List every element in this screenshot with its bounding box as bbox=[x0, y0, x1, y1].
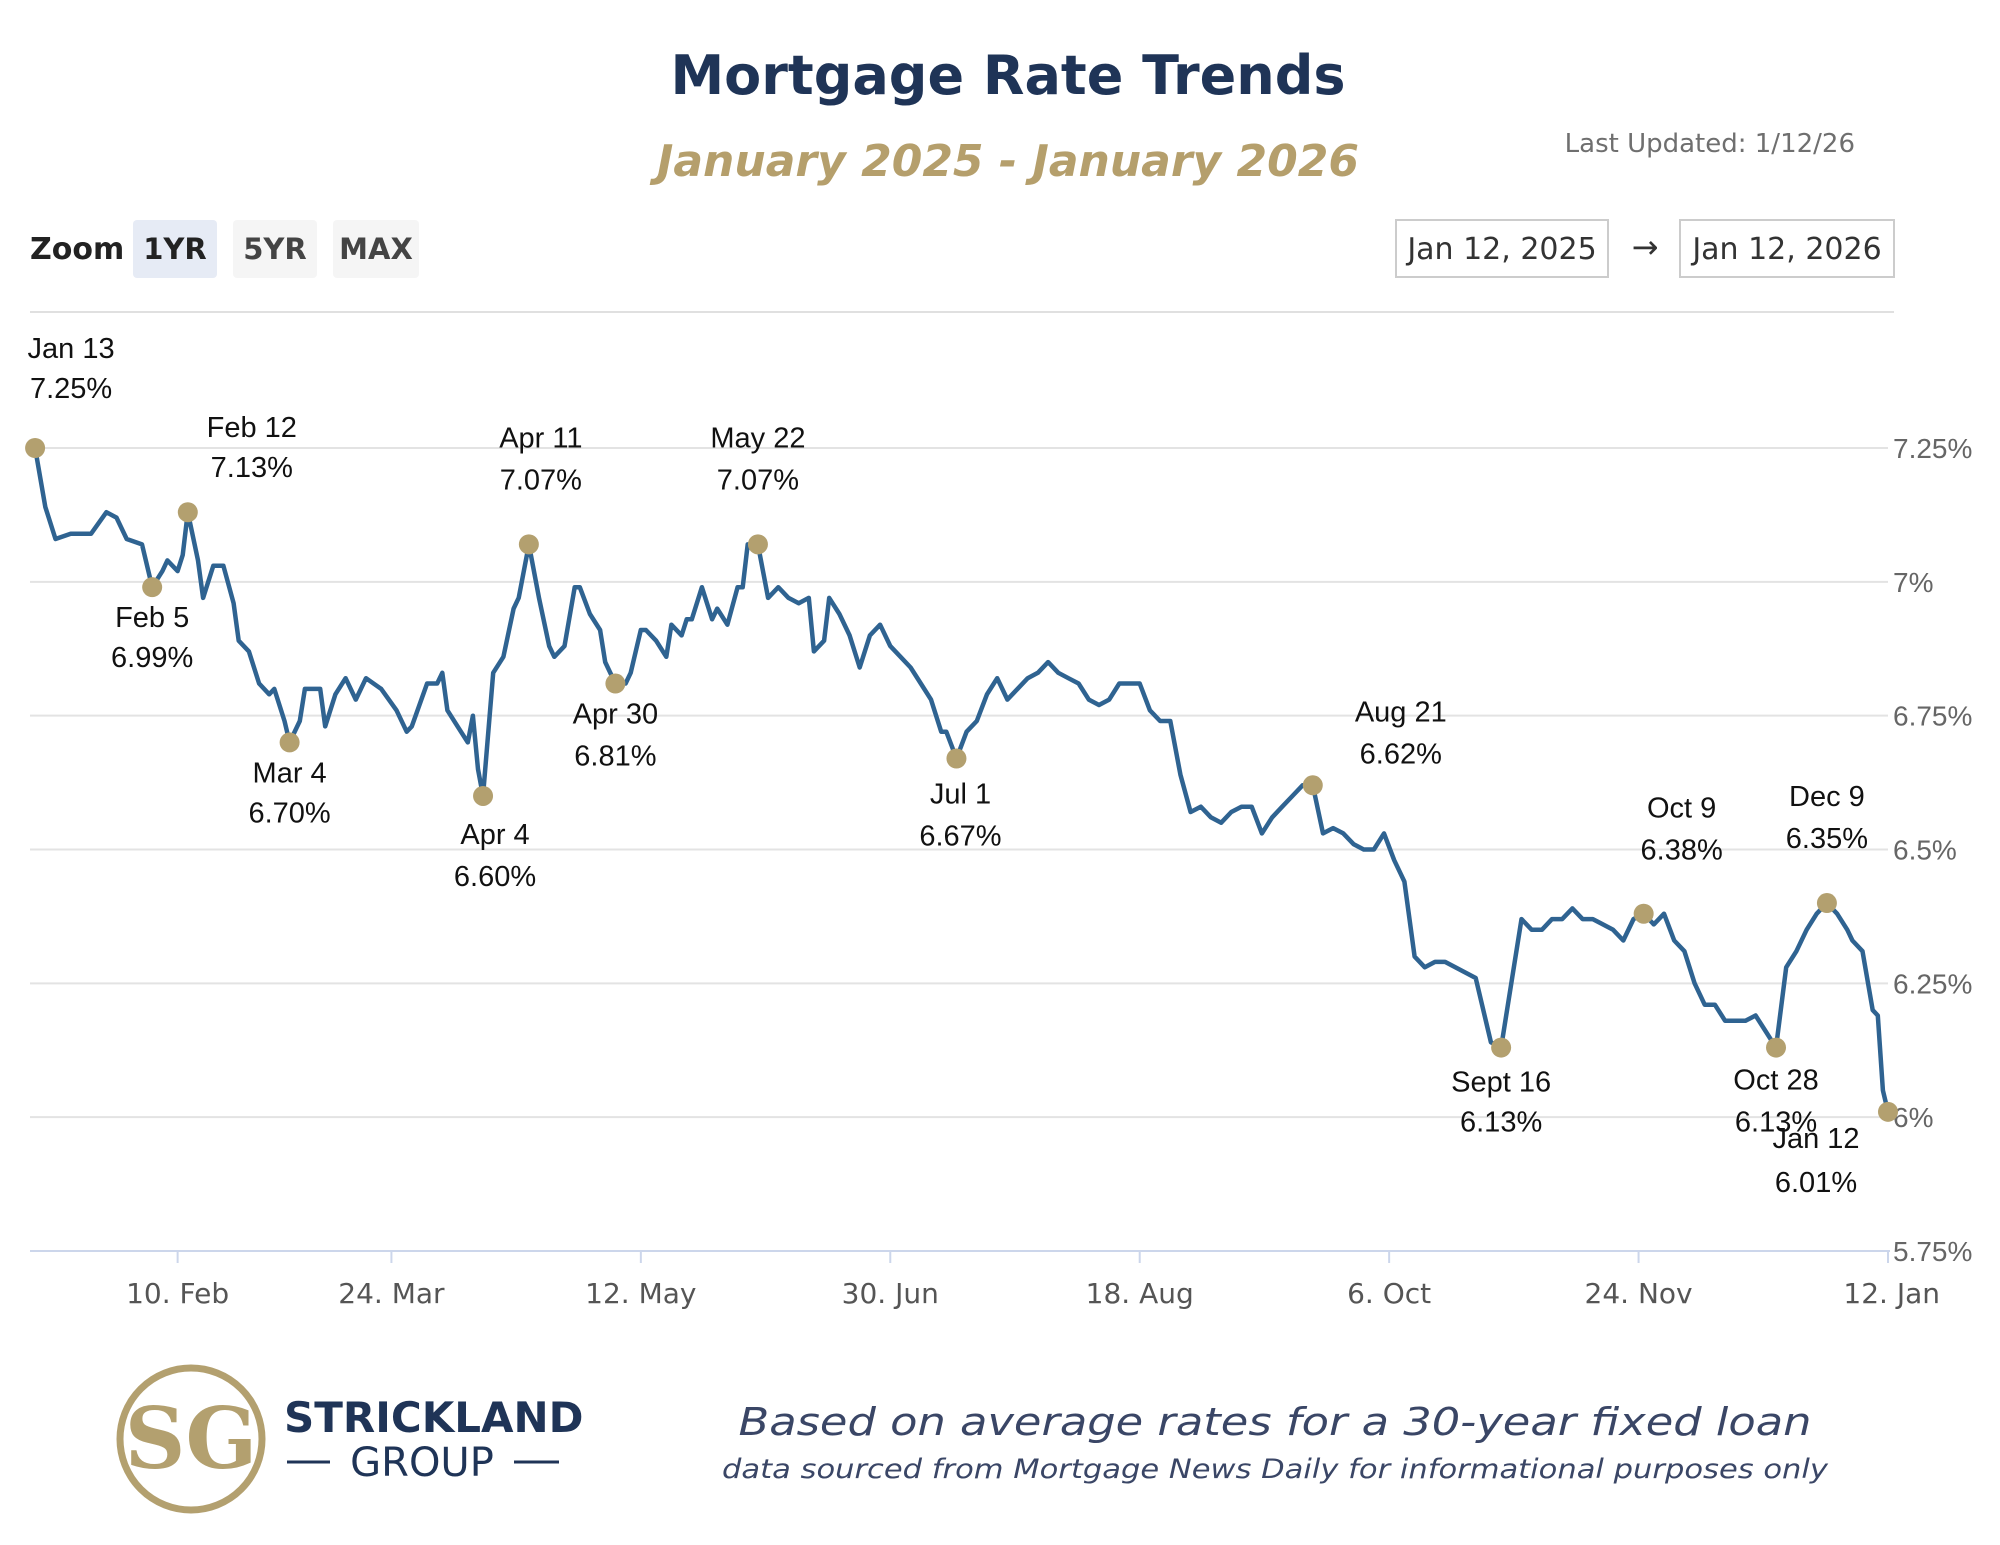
logo-monogram: SG bbox=[125, 1389, 257, 1488]
annotation-value: 6.13% bbox=[1735, 1107, 1817, 1139]
annotation-date: Jan 12 bbox=[1772, 1123, 1859, 1155]
data-marker[interactable] bbox=[1816, 893, 1837, 914]
x-tick-label: 12. Jan bbox=[1843, 1277, 1940, 1310]
annotation-date: Feb 5 bbox=[115, 602, 189, 634]
data-marker[interactable] bbox=[1766, 1037, 1787, 1058]
zoom-button-1yr-label: 1YR bbox=[143, 232, 207, 266]
x-tick-label: 24. Mar bbox=[338, 1277, 445, 1310]
logo-ring-icon bbox=[116, 1364, 266, 1514]
annotation-value: 6.38% bbox=[1641, 835, 1723, 867]
annotation-date: Oct 9 bbox=[1647, 793, 1716, 825]
x-tick-label: 10. Feb bbox=[126, 1277, 229, 1310]
annotation-date: Sept 16 bbox=[1451, 1067, 1551, 1099]
y-tick-label: 6.75% bbox=[1893, 701, 1972, 732]
annotation-value: 6.81% bbox=[574, 741, 656, 773]
annotation-value: 6.60% bbox=[454, 861, 536, 893]
annotation-value: 7.25% bbox=[30, 373, 112, 405]
annotation-value: 6.70% bbox=[248, 797, 330, 829]
annotation-value: 6.99% bbox=[111, 642, 193, 674]
zoom-button-5yr[interactable]: 5YR bbox=[233, 220, 317, 278]
x-tick-label: 18. Aug bbox=[1086, 1277, 1194, 1310]
series-line-0 bbox=[32, 445, 1891, 1115]
y-tick-label: 6.25% bbox=[1893, 968, 1972, 999]
brand-subname: GROUP bbox=[350, 1440, 494, 1486]
date-to-value: Jan 12, 2026 bbox=[1690, 232, 1881, 267]
date-from-value: Jan 12, 2025 bbox=[1405, 232, 1596, 267]
x-tick-label: 24. Nov bbox=[1585, 1277, 1693, 1310]
data-marker[interactable] bbox=[1491, 1037, 1512, 1058]
footer-note: Based on average rates for a 30-year fix… bbox=[739, 1400, 1812, 1444]
series-group bbox=[32, 445, 1891, 1115]
x-axis: 10. Feb 24. Mar 12. May 30. Jun 18. Aug 6. Oc… bbox=[30, 1250, 1940, 1310]
data-marker[interactable] bbox=[25, 438, 46, 458]
markers-group bbox=[25, 438, 1898, 1122]
y-axis-ticks: 7.25% 7% 6.75% 6.5% 6.25% 6% 5.75% bbox=[1893, 433, 1972, 1267]
data-marker[interactable] bbox=[605, 673, 626, 694]
grid-lines bbox=[30, 447, 1888, 1119]
zoom-button-1yr[interactable]: 1YR bbox=[133, 220, 217, 278]
x-tick-label: 12. May bbox=[585, 1277, 696, 1310]
data-marker[interactable] bbox=[279, 732, 300, 753]
annotation-date: Apr 4 bbox=[460, 819, 529, 851]
annotation-date: Aug 21 bbox=[1355, 696, 1447, 728]
annotation-value: 7.07% bbox=[500, 464, 582, 496]
y-tick-label: 7% bbox=[1893, 567, 1933, 598]
annotation-value: 6.62% bbox=[1360, 738, 1442, 770]
data-marker[interactable] bbox=[747, 534, 768, 555]
annotation-value: 7.13% bbox=[211, 452, 293, 484]
annotation-date: Dec 9 bbox=[1789, 781, 1865, 813]
annotation-date: Apr 11 bbox=[499, 422, 582, 454]
annotation-date: Apr 30 bbox=[573, 699, 658, 731]
data-marker[interactable] bbox=[473, 785, 494, 806]
y-tick-label: 7.25% bbox=[1893, 433, 1972, 464]
x-tick-label: 30. Jun bbox=[842, 1277, 939, 1310]
zoom-button-5yr-label: 5YR bbox=[243, 232, 307, 266]
annotation-date: Feb 12 bbox=[207, 412, 297, 444]
data-marker[interactable] bbox=[1302, 775, 1323, 796]
y-tick-label: 6.5% bbox=[1893, 835, 1957, 866]
chart-title: Mortgage Rate Trends bbox=[670, 44, 1345, 107]
annotation-value: 6.67% bbox=[919, 820, 1001, 852]
annotation-value: 6.01% bbox=[1775, 1167, 1857, 1199]
data-marker[interactable] bbox=[518, 534, 539, 555]
annotation-date: Jan 13 bbox=[28, 333, 115, 365]
zoom-label: Zoom bbox=[30, 232, 124, 267]
annotation-date: May 22 bbox=[710, 422, 805, 454]
annotation-value: 6.13% bbox=[1460, 1107, 1542, 1139]
date-to-input[interactable]: Jan 12, 2026 bbox=[1679, 219, 1895, 278]
strickland-logo: SG bbox=[116, 1364, 266, 1514]
last-updated: Last Updated: 1/12/26 bbox=[1565, 129, 1855, 159]
brand-name: STRICKLAND bbox=[284, 1393, 584, 1442]
data-marker[interactable] bbox=[1633, 903, 1654, 924]
annotation-value: 6.35% bbox=[1786, 823, 1868, 855]
annotation-date: Jul 1 bbox=[930, 778, 991, 810]
zoom-button-max-label: MAX bbox=[339, 232, 413, 266]
y-tick-label: 6% bbox=[1893, 1102, 1933, 1133]
zoom-button-max[interactable]: MAX bbox=[333, 220, 419, 278]
annotations-group: Jan 13 7.25% Feb 5 6.99% Feb 12 7.13% Mar 4 6.7… bbox=[28, 333, 1868, 1199]
chart-subtitle: January 2025 - January 2026 bbox=[649, 136, 1359, 187]
data-marker[interactable] bbox=[177, 502, 198, 523]
data-marker[interactable] bbox=[946, 748, 967, 769]
annotation-value: 7.07% bbox=[717, 464, 799, 496]
date-from-input[interactable]: Jan 12, 2025 bbox=[1395, 219, 1609, 278]
footer-source: data sourced from Mortgage News Daily fo… bbox=[722, 1454, 1829, 1485]
y-tick-label: 5.75% bbox=[1893, 1236, 1972, 1267]
x-tick-label: 6. Oct bbox=[1347, 1277, 1431, 1310]
annotation-date: Oct 28 bbox=[1733, 1065, 1818, 1097]
date-range-arrow-icon: → bbox=[1632, 228, 1659, 266]
annotation-date: Mar 4 bbox=[253, 757, 327, 789]
data-marker[interactable] bbox=[142, 577, 163, 598]
data-marker[interactable] bbox=[1878, 1101, 1898, 1122]
